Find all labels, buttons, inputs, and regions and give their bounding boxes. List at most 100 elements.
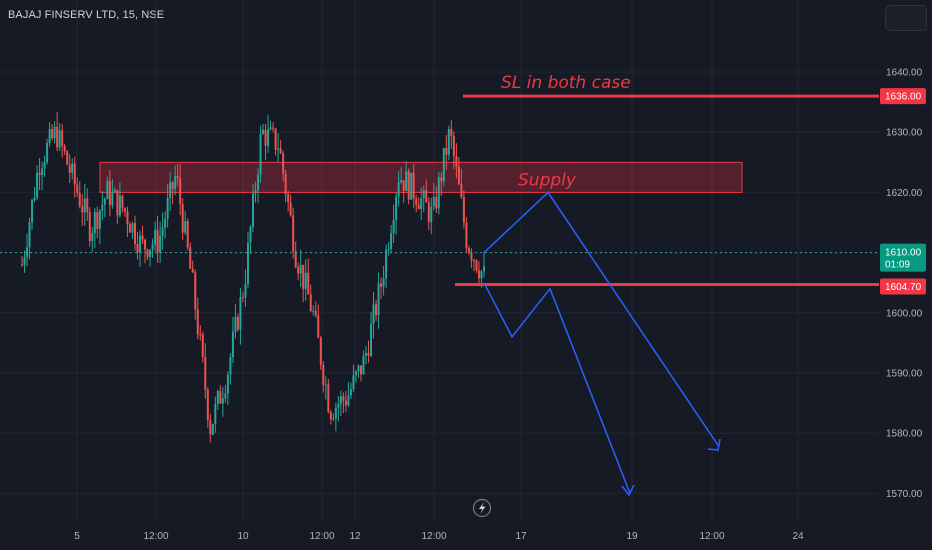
candle bbox=[184, 210, 187, 236]
candle bbox=[214, 396, 217, 433]
candle bbox=[196, 297, 199, 340]
candle bbox=[231, 317, 234, 364]
candle bbox=[477, 261, 480, 284]
candle bbox=[457, 157, 460, 185]
candle bbox=[154, 221, 157, 252]
candle bbox=[372, 291, 375, 339]
candle bbox=[370, 311, 373, 358]
candle bbox=[397, 171, 400, 207]
sl-price-badge bbox=[880, 88, 926, 105]
candle bbox=[56, 112, 59, 152]
candle bbox=[73, 156, 76, 198]
y-tick-label: 1570.00 bbox=[886, 489, 923, 500]
candle bbox=[317, 304, 320, 338]
candle bbox=[81, 194, 84, 226]
candle bbox=[118, 182, 121, 218]
x-tick-label: 12:00 bbox=[143, 531, 168, 542]
candle bbox=[186, 218, 189, 251]
sl-price-label: 1636.00 bbox=[885, 92, 922, 103]
candle bbox=[475, 259, 478, 274]
x-tick-label: 12:00 bbox=[309, 531, 334, 542]
candle bbox=[367, 340, 370, 363]
candle bbox=[169, 172, 172, 212]
candle bbox=[66, 150, 69, 166]
candle bbox=[415, 194, 418, 213]
x-tick-label: 10 bbox=[237, 531, 249, 542]
candle bbox=[221, 386, 224, 417]
candle bbox=[159, 221, 162, 264]
candle bbox=[322, 360, 325, 393]
y-tick-label: 1580.00 bbox=[886, 429, 923, 440]
candle bbox=[427, 197, 430, 231]
candle bbox=[83, 183, 86, 226]
candle bbox=[28, 217, 31, 260]
candle bbox=[179, 164, 182, 216]
projection-path-1[interactable] bbox=[483, 191, 719, 446]
candle bbox=[113, 187, 116, 194]
candle bbox=[359, 365, 362, 382]
candle bbox=[98, 209, 101, 245]
x-tick-label: 5 bbox=[74, 531, 80, 542]
candle bbox=[460, 168, 463, 199]
support-price-label: 1604.70 bbox=[885, 282, 922, 293]
candle bbox=[189, 242, 192, 269]
candle bbox=[287, 190, 290, 212]
candle bbox=[465, 217, 468, 253]
candle bbox=[430, 197, 433, 235]
candle bbox=[385, 244, 388, 289]
candle bbox=[103, 197, 106, 218]
candle bbox=[209, 413, 212, 443]
candle bbox=[380, 277, 383, 299]
candle bbox=[272, 122, 275, 133]
candle bbox=[76, 177, 79, 197]
candle bbox=[176, 163, 179, 186]
candle bbox=[254, 181, 257, 203]
candle bbox=[455, 143, 458, 179]
candle bbox=[201, 331, 204, 363]
candle bbox=[149, 249, 152, 267]
candle bbox=[442, 147, 445, 187]
candle bbox=[299, 249, 302, 288]
candle bbox=[392, 204, 395, 243]
candle bbox=[447, 125, 450, 161]
y-tick-label: 1600.00 bbox=[886, 308, 923, 319]
projection-arrowhead-1 bbox=[707, 438, 721, 451]
candle bbox=[364, 346, 367, 365]
candle bbox=[156, 215, 159, 263]
candle bbox=[126, 206, 129, 237]
candle bbox=[61, 124, 64, 158]
candle bbox=[116, 189, 119, 224]
candle bbox=[417, 197, 420, 210]
candle bbox=[234, 304, 237, 339]
chart-menu-button[interactable] bbox=[885, 5, 927, 31]
candle bbox=[274, 127, 277, 156]
candle bbox=[211, 423, 214, 436]
lightning-icon[interactable] bbox=[472, 498, 492, 518]
candle bbox=[262, 123, 265, 136]
candle bbox=[375, 299, 378, 322]
candle bbox=[239, 287, 242, 345]
candle bbox=[309, 284, 312, 312]
symbol-title: BAJAJ FINSERV LTD, 15, NSE bbox=[8, 9, 165, 21]
candle bbox=[51, 124, 54, 141]
candle bbox=[164, 211, 167, 239]
x-tick-label: 17 bbox=[515, 531, 527, 542]
candle bbox=[151, 238, 154, 259]
time-axis[interactable]: 5 12:00 10 12:00 12 12:00 17 19 12:00 24 bbox=[74, 531, 804, 542]
candle bbox=[26, 233, 29, 267]
projection-arrowhead-2 bbox=[621, 484, 635, 497]
candle bbox=[236, 313, 239, 332]
candle bbox=[435, 186, 438, 214]
y-tick-label: 1590.00 bbox=[886, 369, 923, 380]
candle bbox=[312, 305, 315, 316]
candle bbox=[199, 325, 202, 341]
projection-path-2[interactable] bbox=[483, 282, 631, 494]
supply-zone[interactable] bbox=[99, 161, 743, 193]
candle bbox=[432, 182, 435, 211]
candle bbox=[68, 153, 71, 183]
candle bbox=[58, 122, 61, 152]
candle bbox=[349, 382, 352, 400]
candle bbox=[257, 168, 260, 204]
candle bbox=[412, 163, 415, 209]
